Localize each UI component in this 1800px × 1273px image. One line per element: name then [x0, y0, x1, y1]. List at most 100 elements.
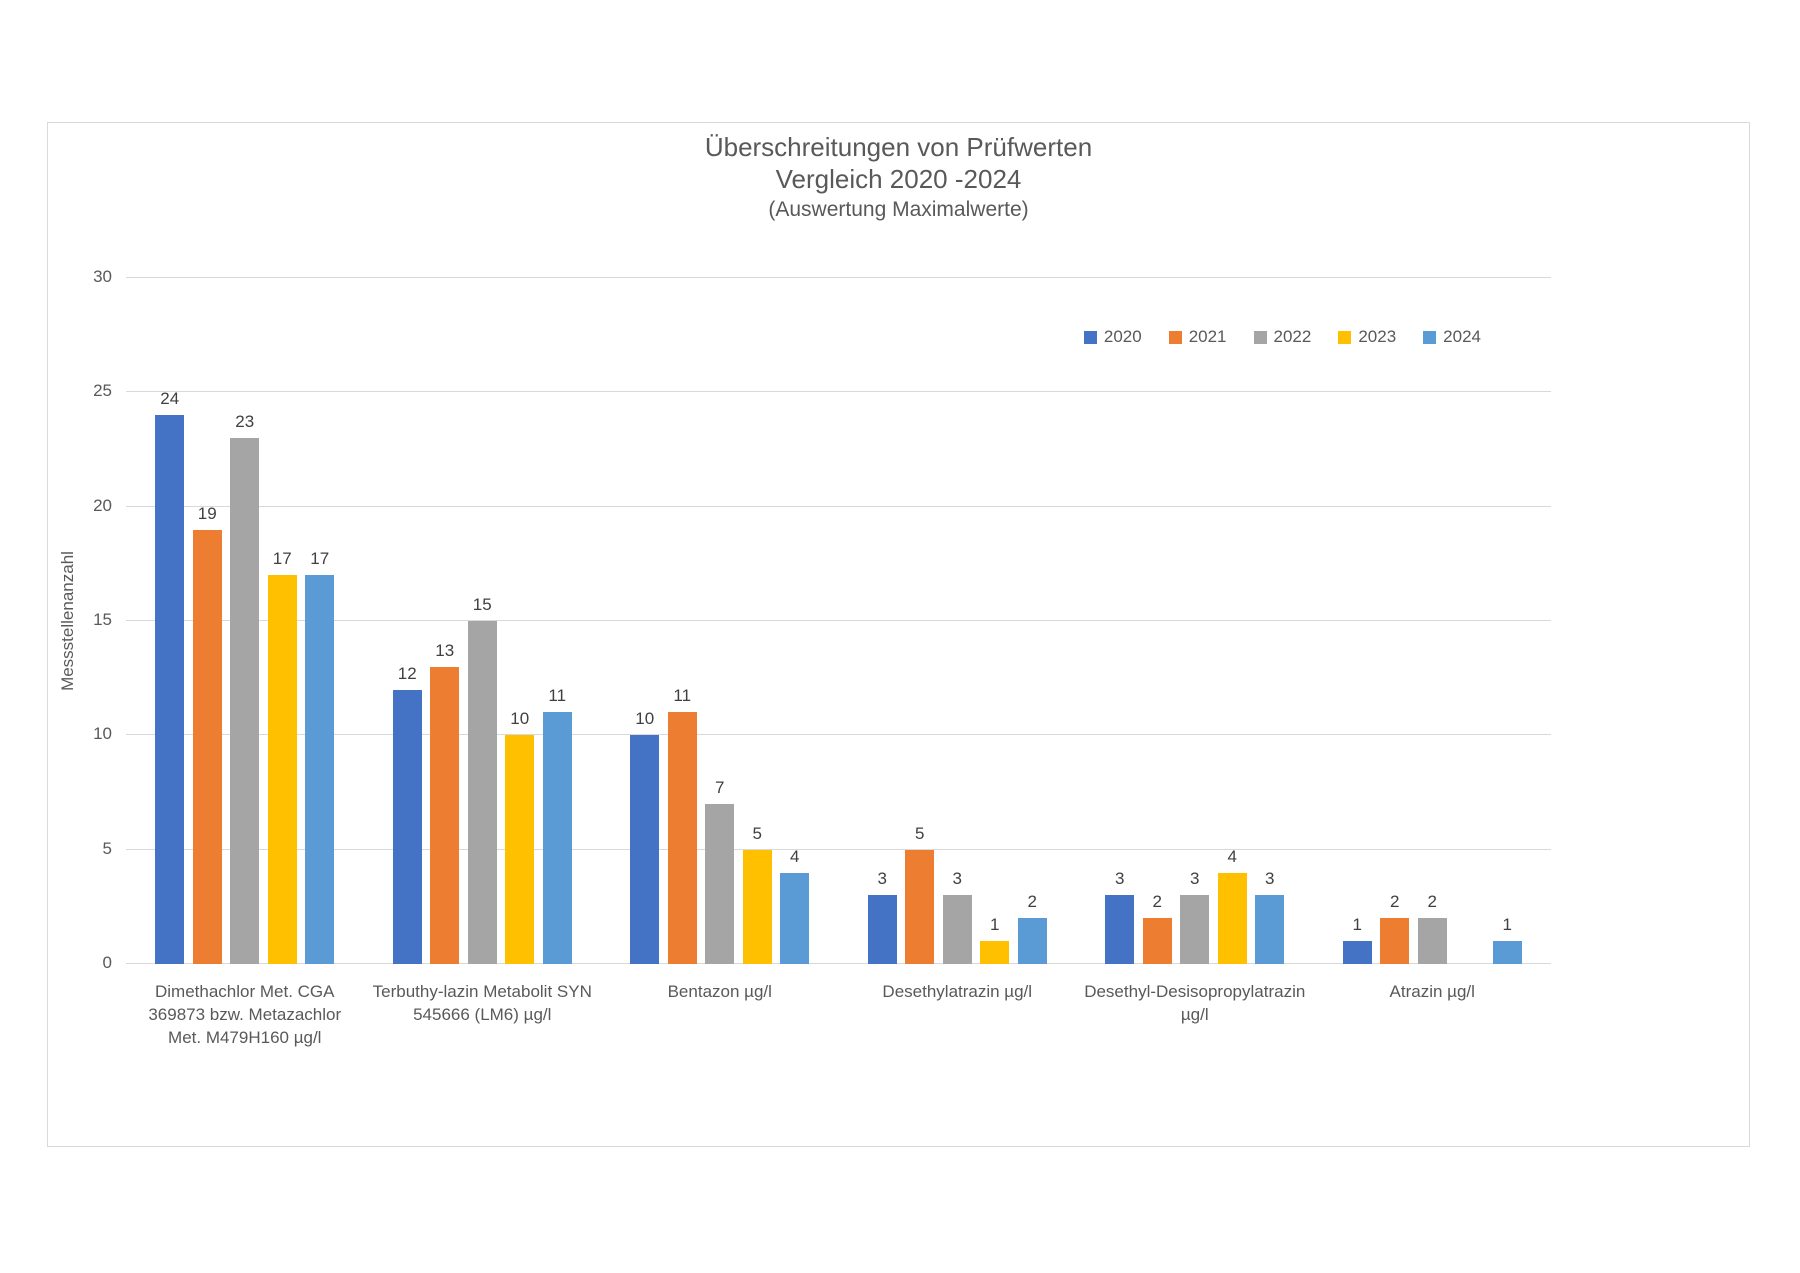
- bar-2024-cat6: [1492, 941, 1522, 964]
- legend-item-2020: 2020: [1083, 327, 1142, 347]
- data-label-2021-cat4: 5: [915, 823, 925, 843]
- data-label-2024-cat3: 4: [790, 846, 800, 866]
- legend-label-2022: 2022: [1273, 327, 1312, 346]
- data-label-2020-cat5: 3: [1115, 869, 1125, 889]
- category-label-text-3: Bentazon µg/l: [667, 982, 772, 1001]
- bar-2021-cat6: [1380, 918, 1410, 964]
- chart-title-line-1: Überschreitungen von Prüfwerten: [704, 132, 1093, 162]
- bar-2023-cat4: [980, 941, 1010, 964]
- gridline-y-5: [126, 848, 1551, 850]
- data-label-2024-cat6: 1: [1502, 915, 1512, 935]
- y-tick-label-30: 30: [93, 267, 112, 286]
- y-tick-label-5: 5: [102, 838, 112, 858]
- data-label-2021-cat6: 2: [1390, 892, 1400, 912]
- category-label-5: Desethyl-Desisopropylatrazin µg/l: [1076, 980, 1314, 1026]
- data-label-2020-cat6: 1: [1352, 915, 1362, 935]
- data-label-2023-cat5: 4: [1227, 846, 1237, 866]
- bar-2023-cat1: [267, 575, 297, 964]
- chart-title: Überschreitungen von Prüfwerten Vergleic…: [48, 131, 1749, 225]
- bar-2021-cat5: [1142, 918, 1172, 964]
- legend-swatch-2022: [1253, 330, 1267, 344]
- category-label-text-1: Dimethachlor Met. CGA 369873 bzw. Metaza…: [148, 982, 342, 1047]
- bar-2022-cat3: [705, 803, 735, 964]
- bar-2020-cat2: [392, 689, 422, 964]
- legend-item-2024: 2024: [1423, 327, 1481, 347]
- legend-label-2020: 2020: [1103, 327, 1142, 346]
- bar-2024-cat2: [542, 712, 572, 964]
- bar-2020-cat6: [1342, 941, 1372, 964]
- data-label-2022-cat5: 3: [1190, 869, 1200, 889]
- category-label-2: Terbuthy-lazin Metabolit SYN 545666 (LM6…: [364, 980, 602, 1026]
- data-label-2020-cat3: 10: [635, 709, 655, 729]
- chart-title-line-2: Vergleich 2020 -2024: [775, 164, 1022, 194]
- gridline-y-30: [126, 277, 1551, 278]
- bar-2024-cat4: [1017, 918, 1047, 964]
- legend-swatch-2021: [1168, 330, 1182, 344]
- y-tick-label-20: 20: [93, 495, 112, 515]
- bar-2022-cat4: [942, 895, 972, 964]
- legend-item-2022: 2022: [1253, 327, 1312, 347]
- gridline-y-25: [126, 391, 1551, 393]
- bar-2021-cat3: [667, 712, 697, 964]
- gridline-y-10: [126, 734, 1551, 736]
- data-label-2021-cat2: 13: [435, 640, 455, 660]
- bar-2024-cat1: [305, 575, 335, 964]
- data-label-2022-cat3: 7: [715, 777, 725, 797]
- category-label-text-4: Desethylatrazin µg/l: [882, 982, 1033, 1001]
- bar-2023-cat2: [505, 735, 535, 964]
- chart-subtitle: (Auswertung Maximalwerte): [768, 198, 1029, 221]
- y-tick-label-10: 10: [93, 724, 112, 744]
- bar-2020-cat4: [867, 895, 897, 964]
- plot-area: 24 12 10 3 3 1 19 13 11 5 2 2 23 15 7 3 3 2 17 10 5 1 4 17 11 4 2 3…: [126, 277, 1551, 964]
- bar-2024-cat5: [1255, 895, 1285, 964]
- data-label-2024-cat1: 17: [310, 549, 330, 569]
- x-axis-category-labels: Dimethachlor Met. CGA 369873 bzw. Metaza…: [126, 980, 1551, 1110]
- data-label-2024-cat5: 3: [1265, 869, 1275, 889]
- chart-frame: Überschreitungen von Prüfwerten Vergleic…: [47, 122, 1750, 1147]
- bar-2022-cat2: [467, 621, 497, 964]
- category-label-4: Desethylatrazin µg/l: [839, 980, 1077, 1003]
- data-label-2024-cat4: 2: [1027, 892, 1037, 912]
- category-label-text-5: Desethyl-Desisopropylatrazin µg/l: [1084, 982, 1306, 1024]
- data-label-2023-cat1: 17: [272, 549, 292, 569]
- category-label-3: Bentazon µg/l: [601, 980, 839, 1003]
- data-label-2020-cat2: 12: [397, 663, 417, 683]
- data-label-2021-cat1: 19: [197, 503, 217, 523]
- bar-2021-cat4: [905, 849, 935, 964]
- legend-label-2024: 2024: [1443, 327, 1481, 346]
- y-tick-label-25: 25: [93, 381, 112, 401]
- bar-2021-cat2: [430, 666, 460, 964]
- data-label-2023-cat2: 10: [510, 709, 530, 729]
- category-label-1: Dimethachlor Met. CGA 369873 bzw. Metaza…: [126, 980, 364, 1049]
- bar-2022-cat1: [230, 438, 260, 964]
- bar-2020-cat3: [630, 735, 660, 964]
- category-label-text-6: Atrazin µg/l: [1389, 982, 1475, 1001]
- bar-2022-cat6: [1417, 918, 1447, 964]
- y-tick-label-15: 15: [93, 610, 112, 629]
- data-label-2022-cat1: 23: [235, 412, 255, 432]
- legend-swatch-2024: [1423, 330, 1437, 344]
- legend-item-2021: 2021: [1168, 327, 1227, 347]
- y-tick-label-0: 0: [102, 953, 112, 972]
- legend: 2020 2021 2022 2023 2024: [1083, 327, 1481, 347]
- data-label-2021-cat5: 2: [1152, 892, 1162, 912]
- legend-label-2021: 2021: [1188, 327, 1227, 346]
- legend-item-2023: 2023: [1338, 327, 1396, 347]
- data-label-2023-cat4: 1: [990, 915, 1000, 935]
- bar-2021-cat1: [192, 529, 222, 964]
- data-label-2022-cat6: 2: [1427, 892, 1437, 912]
- data-label-2021-cat3: 11: [673, 686, 692, 706]
- data-label-2023-cat3: 5: [752, 823, 762, 843]
- legend-label-2023: 2023: [1358, 327, 1397, 346]
- bar-2022-cat5: [1180, 895, 1210, 964]
- category-label-text-2: Terbuthy-lazin Metabolit SYN 545666 (LM6…: [372, 982, 592, 1024]
- data-label-2020-cat1: 24: [160, 389, 180, 409]
- category-label-6: Atrazin µg/l: [1314, 980, 1552, 1003]
- legend-swatch-2023: [1338, 330, 1352, 344]
- bar-2023-cat3: [742, 849, 772, 964]
- bar-2024-cat3: [780, 872, 810, 964]
- gridline-y-20: [126, 505, 1551, 507]
- bar-2023-cat5: [1217, 872, 1247, 964]
- bar-2020-cat5: [1105, 895, 1135, 964]
